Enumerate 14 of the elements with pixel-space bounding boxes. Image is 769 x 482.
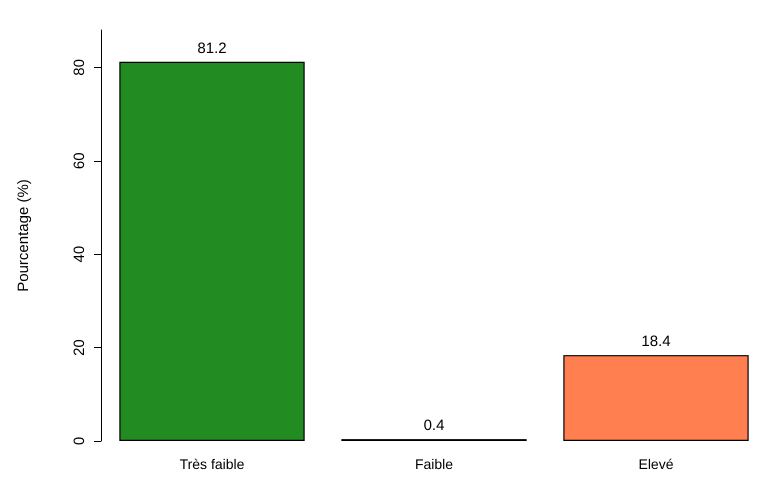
data-label: 81.2 <box>197 40 227 57</box>
y-tick-label: 40 <box>71 246 88 263</box>
data-label: 0.4 <box>424 417 444 434</box>
y-tick-label: 20 <box>71 339 88 356</box>
y-axis-title: Pourcentage (%) <box>15 179 32 292</box>
y-tick-label: 60 <box>71 152 88 170</box>
y-tick-label: 80 <box>71 59 88 76</box>
x-tick-label: Faible <box>414 456 454 472</box>
x-tick-label: Très faible <box>180 456 245 472</box>
y-tick-label: 0 <box>71 436 88 446</box>
data-label: 18.4 <box>641 333 671 350</box>
bar <box>563 355 749 441</box>
x-tick-label: Elevé <box>638 456 674 472</box>
bar <box>119 62 305 441</box>
